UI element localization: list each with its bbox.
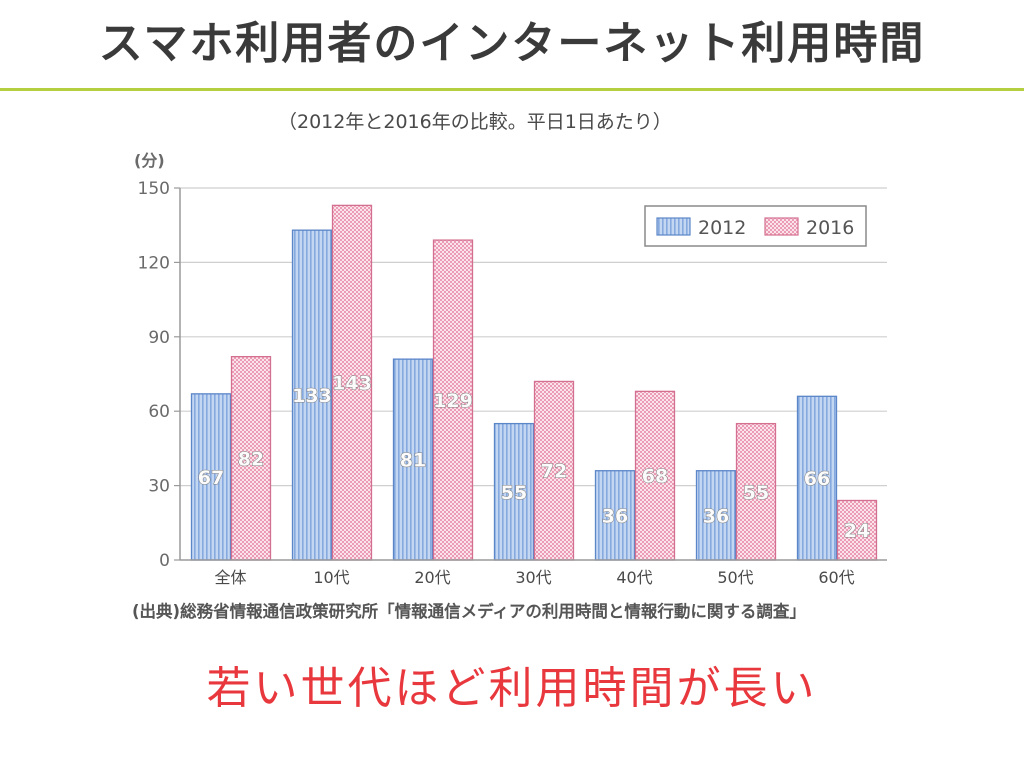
bar-2012-cat-6 [796, 395, 838, 561]
data-label-2012-cat-3: 55 [501, 482, 527, 504]
chart-axes: 全体 10代 20代 30代 40代 50代 60代 [179, 188, 887, 587]
legend-label-2012: 2012 [698, 217, 746, 239]
bar-2016-cat-1 [331, 204, 373, 561]
x-tick-label: 全体 [214, 568, 246, 587]
legend-swatch-2012 [656, 217, 691, 236]
bar-2016-cat-0 [230, 355, 272, 561]
data-label-2012-cat-1: 133 [292, 385, 332, 407]
data-label-2016-cat-2: 129 [433, 390, 473, 412]
bar-2012-cat-2 [392, 358, 434, 561]
bar-2012-cat-1 [291, 229, 333, 561]
y-axis-label: (分) [134, 151, 165, 170]
slide-title: スマホ利用者のインターネット利用時間 [98, 18, 926, 69]
chart-subtitle: （2012年と2016年の比較。平日1日あたり） [278, 111, 672, 133]
bar-2012-cat-0 [190, 393, 232, 561]
x-tick-label: 50代 [717, 568, 753, 587]
x-tick-label: 20代 [414, 568, 450, 587]
x-tick-label: 10代 [313, 568, 349, 587]
legend-label-2016: 2016 [806, 217, 854, 239]
y-tick-label: 120 [138, 253, 170, 273]
data-label-2012-cat-5: 36 [703, 505, 729, 527]
data-label-2016-cat-6: 24 [844, 520, 870, 542]
bar-2012-cat-5 [695, 470, 737, 561]
data-label-2016-cat-0: 82 [238, 448, 264, 470]
legend-swatch-2016 [764, 217, 799, 236]
data-label-2012-cat-0: 67 [198, 467, 224, 489]
x-tick-label: 30代 [515, 568, 551, 587]
data-label-2016-cat-3: 72 [541, 461, 567, 483]
y-tick-label: 60 [148, 402, 170, 422]
title-underline [0, 88, 1024, 91]
y-tick-label: 30 [148, 477, 170, 497]
data-label-2012-cat-6: 66 [804, 468, 830, 490]
bar-2016-cat-2 [432, 239, 474, 561]
y-tick-label: 0 [159, 551, 170, 571]
bar-2016-cat-5 [735, 422, 777, 561]
bar-2012-cat-4 [594, 470, 636, 561]
bar-2016-cat-4 [634, 390, 676, 561]
chart-legend: 2012 2016 [644, 205, 867, 247]
y-tick-label: 150 [138, 179, 170, 199]
data-label-2016-cat-1: 143 [332, 373, 372, 395]
conclusion-text: 若い世代ほど利用時間が長い [206, 663, 818, 714]
bar-2012-cat-3 [493, 422, 535, 561]
x-tick-label: 60代 [818, 568, 854, 587]
data-label-2012-cat-2: 81 [400, 450, 426, 472]
y-tick-label: 90 [148, 328, 170, 348]
data-label-2012-cat-4: 36 [602, 505, 628, 527]
bar-2016-cat-3 [533, 380, 575, 561]
source-citation: (出典)総務省情報通信政策研究所「情報通信メディアの利用時間と情報行動に関する調… [132, 602, 806, 621]
x-tick-label: 40代 [616, 568, 652, 587]
data-label-2016-cat-5: 55 [743, 482, 769, 504]
chart-bars [190, 204, 878, 561]
data-label-2016-cat-4: 68 [642, 466, 668, 488]
bar-2016-cat-6 [836, 499, 878, 561]
